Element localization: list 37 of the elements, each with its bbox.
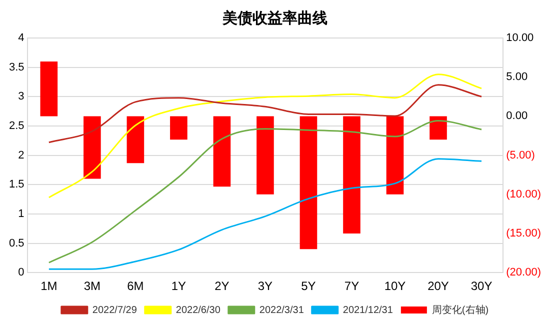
y-tick-label: 1	[18, 208, 24, 220]
x-tick-label: 1Y	[171, 279, 186, 294]
x-tick-label: 7Y	[344, 279, 360, 294]
line-series	[48, 120, 482, 264]
y-tick-label: 2.5	[8, 120, 24, 132]
y2-tick-label: 5.00	[506, 71, 528, 84]
chart-title: 美债收益率曲线	[222, 8, 328, 27]
line-series	[48, 74, 482, 198]
x-tick-label: 30Y	[470, 279, 492, 294]
y-tick-label: 3	[18, 90, 24, 103]
x-tick-label: 3M	[84, 279, 101, 294]
x-tick-label: 3Y	[258, 279, 273, 294]
y-tick-label: 4	[18, 32, 24, 44]
x-tick-label: 2Y	[214, 279, 230, 294]
y2-tick-label: (5.00)	[506, 149, 535, 162]
y2-tick-label: (20.00)	[506, 266, 542, 279]
y2-tick-label: (15.00)	[506, 228, 542, 240]
y-tick-label: 3.5	[8, 61, 24, 74]
legend-label: 2021/12/31	[342, 304, 394, 316]
legend-label: 周变化(右轴)	[432, 304, 489, 316]
y-tick-label: 0	[18, 266, 24, 279]
legend-label: 2022/6/30	[176, 304, 221, 316]
y2-tick-label: 0.00	[506, 110, 528, 122]
legend-label: 2022/3/31	[259, 304, 304, 316]
y-tick-label: 1.5	[8, 178, 24, 191]
legend-label: 2022/7/29	[92, 304, 138, 316]
y-tick-label: 2	[18, 149, 24, 162]
y2-tick-label: (10.00)	[506, 188, 542, 200]
x-tick-label: 20Y	[428, 279, 449, 294]
x-tick-label: 6M	[127, 279, 144, 294]
line-series	[48, 158, 482, 270]
x-tick-label: 10Y	[384, 279, 406, 294]
line-series	[48, 84, 482, 144]
x-tick-label: 5Y	[301, 279, 316, 294]
x-tick-label: 1M	[40, 279, 58, 294]
y-tick-label: 0.5	[8, 237, 24, 250]
y2-tick-label: 10.00	[506, 32, 534, 44]
